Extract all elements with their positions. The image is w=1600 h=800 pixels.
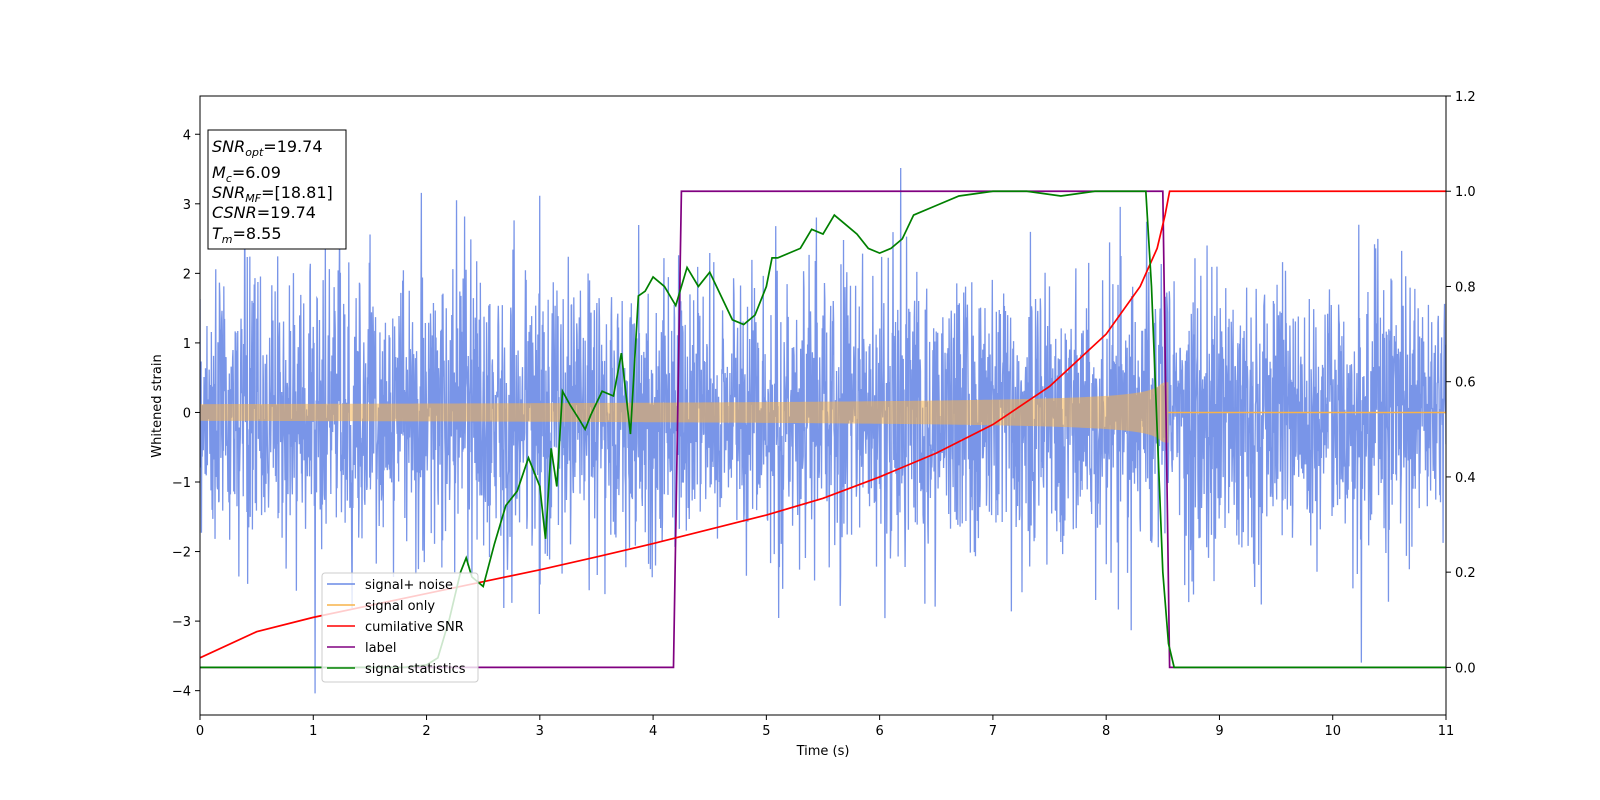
x-tick-label: 1 <box>309 724 317 739</box>
y-tick-label-left: 2 <box>183 267 191 282</box>
y-axis-title: Whitened strain <box>150 354 165 457</box>
y-tick-label-right: 1.2 <box>1455 90 1476 105</box>
info-csnr: CSNR=19.74 <box>212 203 316 222</box>
legend-frame <box>321 572 479 683</box>
info-mc: Mc=6.09 <box>212 163 281 185</box>
info-box: SNRopt=19.74 Mc=6.09 SNRMF=[18.81] CSNR=… <box>207 129 347 250</box>
y-tick-label-left: 4 <box>183 128 191 143</box>
y-tick-label-right: 0.4 <box>1455 471 1476 486</box>
x-axis-title: Time (s) <box>796 744 850 759</box>
info-tm: Tm=8.55 <box>212 224 282 246</box>
ticks: 0 1 2 3 4 5 6 7 8 9 10 11 −4 −3 −2 −1 0 1 2 3 4 0.0 0.2 0.4 0.6 0… <box>172 90 1476 739</box>
y-tick-label-left: 0 <box>183 406 191 421</box>
y-tick-label-right: 0.0 <box>1455 661 1476 676</box>
info-snr-mf: SNRMF=[18.81] <box>212 183 333 205</box>
x-tick-label: 4 <box>649 724 657 739</box>
y-tick-label-left: −4 <box>172 685 191 700</box>
y-tick-label-left: −2 <box>172 546 191 561</box>
y-tick-label-left: 3 <box>183 198 191 213</box>
info-snr-opt: SNRopt=19.74 <box>212 137 323 159</box>
legend-label-signal: signal only <box>365 599 435 614</box>
y-tick-label-right: 0.6 <box>1455 376 1476 391</box>
x-tick-label: 6 <box>875 724 883 739</box>
y-tick-label-left: −1 <box>172 476 191 491</box>
legend: signal+ noise signal only cumilative SNR… <box>321 572 479 683</box>
y-tick-label-right: 1.0 <box>1455 185 1476 200</box>
series-signal-plus-noise <box>200 160 1446 694</box>
legend-label-cumulative-snr: cumilative SNR <box>365 620 464 635</box>
x-tick-label: 9 <box>1215 724 1223 739</box>
x-tick-label: 0 <box>196 724 204 739</box>
x-tick-label: 10 <box>1324 724 1341 739</box>
legend-label-statistics: signal statistics <box>365 662 466 677</box>
y-tick-label-left: 1 <box>183 337 191 352</box>
x-tick-label: 3 <box>536 724 544 739</box>
y-tick-label-right: 0.2 <box>1455 566 1476 581</box>
info-box-frame <box>207 129 347 250</box>
y-tick-label-left: −3 <box>172 615 191 630</box>
y-tick-label-right: 0.8 <box>1455 280 1476 295</box>
x-tick-label: 2 <box>422 724 430 739</box>
x-tick-label: 7 <box>989 724 997 739</box>
series-signal-statistics <box>200 190 1446 669</box>
legend-label-noise: signal+ noise <box>365 578 453 593</box>
series-signal-only <box>200 382 1169 443</box>
x-tick-label: 8 <box>1102 724 1110 739</box>
x-tick-label: 11 <box>1438 724 1455 739</box>
legend-label-label: label <box>365 641 396 656</box>
x-tick-label: 5 <box>762 724 770 739</box>
axes-frame <box>199 95 1447 716</box>
